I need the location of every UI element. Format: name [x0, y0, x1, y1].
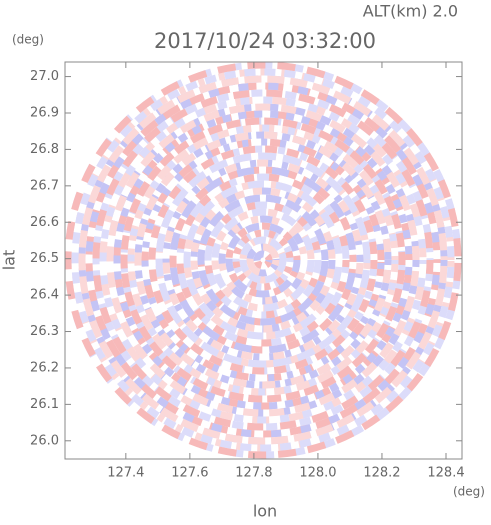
- radar-ring: [127, 124, 399, 396]
- x-tick-label: 128.2: [363, 466, 400, 481]
- y-tick-label: 26.4: [30, 288, 59, 303]
- x-tick-label: 127.4: [107, 466, 144, 481]
- radar-ring: [120, 117, 406, 403]
- subtitle: ALT(km) 2.0: [363, 2, 458, 21]
- y-tick-label: 26.2: [30, 360, 59, 375]
- y-unit: (deg): [12, 33, 44, 47]
- x-tick-label: 127.8: [235, 466, 272, 481]
- radar-ring: [253, 250, 273, 270]
- radar-ring: [176, 173, 350, 347]
- y-tick-label: 26.7: [30, 178, 59, 193]
- x-tick-label: 127.6: [171, 466, 208, 481]
- radar-ring: [106, 103, 420, 417]
- radar-ring: [239, 236, 287, 284]
- radar-ring: [113, 110, 413, 410]
- x-unit: (deg): [453, 485, 485, 499]
- radar-ring: [141, 138, 385, 382]
- y-tick-label: 26.1: [30, 397, 59, 412]
- y-tick-label: 26.0: [30, 433, 59, 448]
- chart-title: 2017/10/24 03:32:00: [154, 29, 376, 53]
- radar-ring: [92, 89, 434, 431]
- radar-ring: [78, 75, 448, 445]
- radar-ring: [113, 110, 413, 410]
- radar-ring: [169, 166, 357, 354]
- y-tick-label: 27.0: [30, 69, 59, 84]
- radar-ring: [141, 138, 385, 382]
- radar-ring: [65, 62, 462, 459]
- radar-ring: [71, 68, 455, 452]
- y-axis-label: lat: [0, 250, 19, 271]
- radar-ring: [148, 145, 378, 375]
- radar-ring: [85, 82, 441, 438]
- x-axis-label: lon: [253, 502, 277, 521]
- x-tick-label: 128.0: [299, 466, 336, 481]
- radar-ring: [225, 222, 301, 298]
- x-tick-label: 128.4: [427, 466, 464, 481]
- y-tick-label: 26.5: [30, 251, 59, 266]
- plot-frame: [64, 61, 463, 460]
- radar-ring: [183, 180, 343, 340]
- y-tick-label: 26.8: [30, 142, 59, 157]
- y-tick-label: 26.9: [30, 105, 59, 120]
- y-tick-label: 26.6: [30, 215, 59, 230]
- radar-ring: [99, 96, 427, 424]
- radar-ring: [204, 201, 322, 319]
- radar-ring: [232, 229, 294, 291]
- radar-ring: [155, 152, 371, 368]
- radar-ring: [134, 131, 392, 389]
- radar-ring: [162, 159, 364, 361]
- radar-ring: [218, 215, 308, 305]
- radar-ring: [162, 159, 364, 361]
- radar-ring: [190, 187, 336, 333]
- radar-ring: [246, 243, 280, 277]
- radar-ring: [211, 208, 315, 312]
- y-tick-label: 26.3: [30, 324, 59, 339]
- radar-ring: [197, 194, 329, 326]
- radar-field: [65, 62, 462, 459]
